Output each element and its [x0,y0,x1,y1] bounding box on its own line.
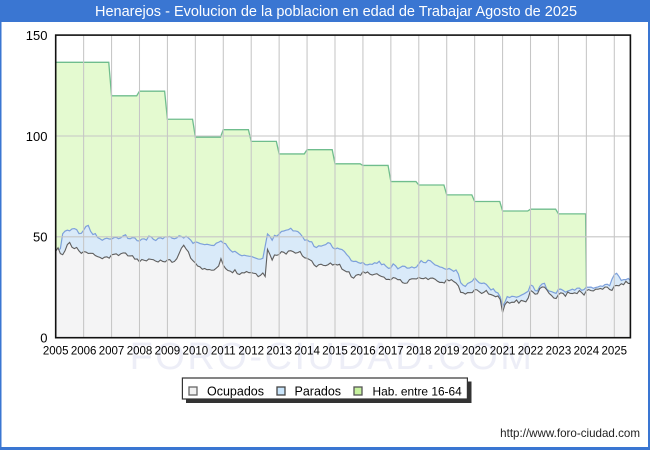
svg-text:2012: 2012 [238,346,264,358]
svg-text:2006: 2006 [71,346,97,358]
svg-text:100: 100 [26,129,48,144]
svg-text:2011: 2011 [211,346,236,358]
svg-text:Ocupados: Ocupados [207,385,264,399]
svg-text:2009: 2009 [155,346,181,358]
svg-text:Henarejos - Evolucion de la po: Henarejos - Evolucion de la poblacion en… [95,4,577,20]
svg-text:2005: 2005 [43,346,69,358]
svg-text:0: 0 [40,331,47,346]
svg-text:2022: 2022 [518,346,544,358]
svg-text:Parados: Parados [295,385,342,399]
svg-text:2015: 2015 [322,346,348,358]
svg-text:FORO-CIUDAD.COM: FORO-CIUDAD.COM [130,336,535,378]
svg-text:2019: 2019 [434,346,460,358]
svg-text:2023: 2023 [546,346,572,358]
svg-text:150: 150 [26,28,48,43]
svg-text:2007: 2007 [99,346,125,358]
svg-text:50: 50 [33,230,47,245]
svg-text:http://www.foro-ciudad.com: http://www.foro-ciudad.com [500,427,640,440]
svg-text:2010: 2010 [183,346,209,358]
svg-text:2025: 2025 [602,346,628,358]
svg-text:Hab. entre 16-64: Hab. entre 16-64 [373,385,463,399]
svg-text:2024: 2024 [574,346,600,358]
svg-text:2014: 2014 [294,346,320,358]
svg-text:2020: 2020 [462,346,488,358]
svg-text:2018: 2018 [406,346,432,358]
svg-text:2008: 2008 [127,346,153,358]
svg-text:2013: 2013 [266,346,292,358]
svg-text:2021: 2021 [490,346,516,358]
svg-text:2017: 2017 [378,346,404,358]
svg-text:2016: 2016 [350,346,376,358]
